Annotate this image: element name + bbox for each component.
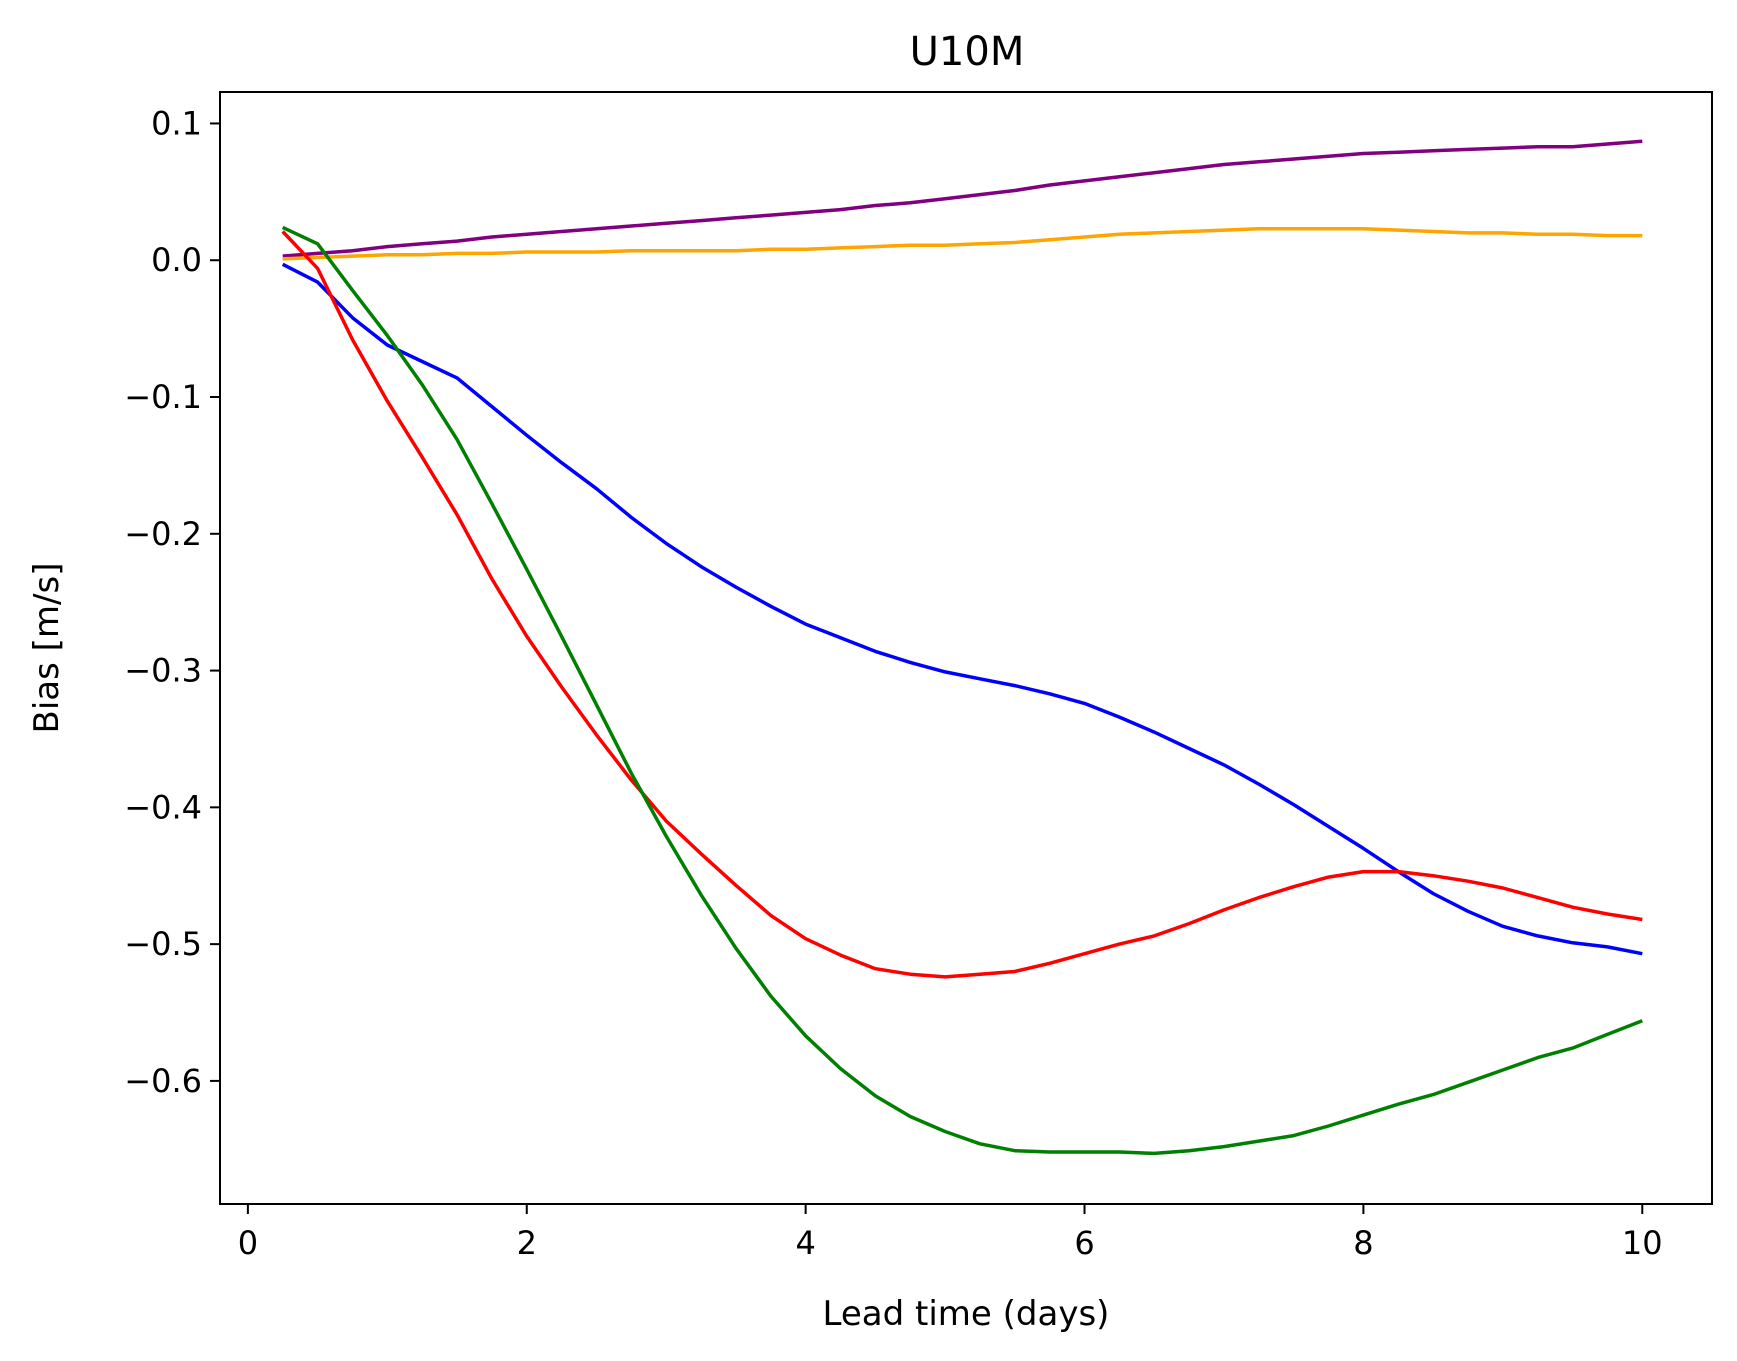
x-axis-label: Lead time (days) (823, 1294, 1110, 1334)
x-tick-label: 10 (1622, 1224, 1663, 1262)
x-tick-label: 4 (795, 1224, 815, 1262)
series-line-2 (281, 262, 1643, 956)
series-line-3 (281, 230, 1643, 979)
x-tick-label: 2 (517, 1224, 537, 1262)
x-tick-label: 0 (238, 1224, 258, 1262)
series-layer (281, 139, 1643, 1156)
y-tick-label: −0.5 (124, 925, 202, 963)
series-line-4 (281, 225, 1643, 1156)
y-tick-label: −0.2 (124, 515, 202, 553)
y-axis-label: Bias [m/s] (27, 563, 67, 734)
series-line-0 (282, 139, 1643, 258)
y-tick-label: −0.4 (124, 788, 202, 826)
x-tick-label: 6 (1074, 1224, 1094, 1262)
series-line-1 (282, 227, 1643, 261)
chart-title: U10M (910, 29, 1025, 75)
y-tick-label: −0.1 (124, 378, 202, 416)
x-tick-label: 8 (1353, 1224, 1373, 1262)
y-axis: 0.1 0.0 −0.1 −0.2 −0.3 −0.4 −0.5 −0.6 (124, 104, 220, 1100)
plot-frame (219, 91, 1713, 1205)
y-tick-label: −0.6 (124, 1062, 202, 1100)
y-tick-label: 0.1 (151, 104, 202, 142)
x-axis: 0 2 4 6 8 10 (238, 1204, 1663, 1262)
y-tick-label: 0.0 (151, 241, 202, 279)
y-tick-label: −0.3 (124, 652, 202, 690)
